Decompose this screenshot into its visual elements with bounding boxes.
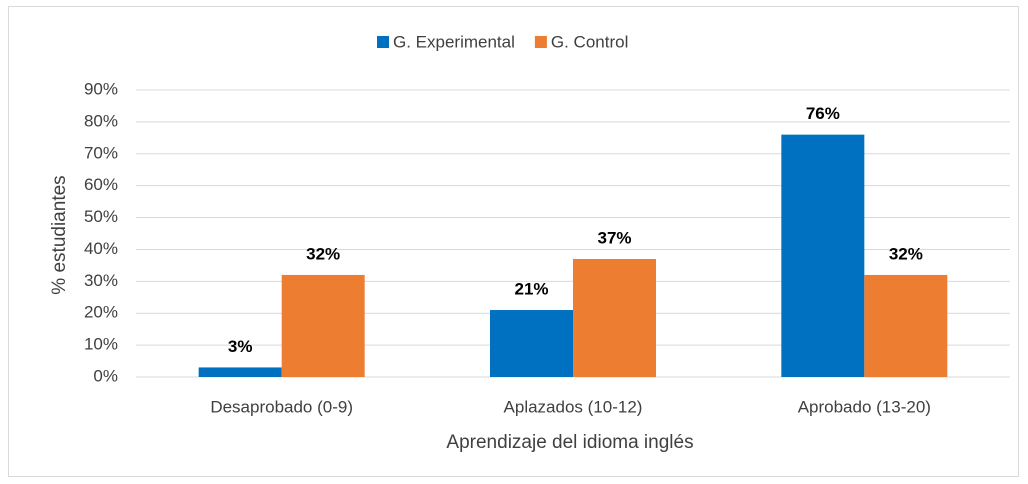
bar — [490, 310, 573, 377]
y-tick-label: 80% — [84, 111, 118, 130]
x-axis-label: Aprendizaje del idioma inglés — [446, 432, 693, 453]
y-tick-label: 90% — [84, 79, 118, 98]
y-tick-label: 0% — [93, 366, 118, 385]
y-tick-label: 20% — [84, 303, 118, 322]
bar — [281, 274, 365, 377]
y-tick-label: 60% — [84, 175, 118, 194]
x-tick-label: Aprobado (13-20) — [798, 397, 931, 416]
bar — [864, 274, 948, 377]
legend-swatch — [534, 36, 547, 48]
value-label: 37% — [597, 228, 631, 247]
y-tick-label: 50% — [84, 207, 118, 226]
bar — [198, 367, 282, 377]
y-tick-label: 40% — [84, 239, 118, 258]
bar — [781, 134, 865, 377]
y-tick-label: 70% — [84, 143, 118, 162]
value-label: 32% — [306, 244, 340, 263]
y-tick-label: 10% — [84, 335, 118, 354]
y-axis-label: % estudiantes — [49, 175, 70, 294]
value-label: 3% — [228, 337, 253, 356]
legend-label: G. Control — [551, 32, 628, 51]
legend-swatch — [377, 36, 389, 48]
value-label: 76% — [806, 104, 840, 123]
bar — [573, 259, 656, 377]
y-tick-label: 30% — [84, 271, 118, 290]
x-tick-label: Aplazados (10-12) — [504, 397, 643, 416]
value-label: 32% — [889, 244, 923, 263]
legend-label: G. Experimental — [393, 32, 515, 51]
x-tick-label: Desaprobado (0-9) — [210, 397, 353, 416]
value-label: 21% — [514, 280, 548, 299]
